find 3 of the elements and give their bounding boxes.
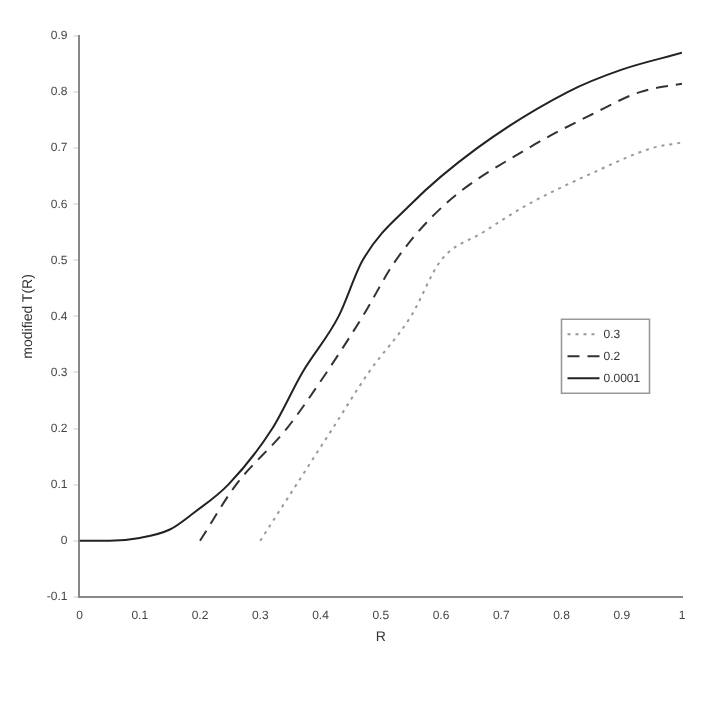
line-series <box>198 82 682 542</box>
line-series <box>259 141 682 542</box>
line-series <box>79 51 682 542</box>
